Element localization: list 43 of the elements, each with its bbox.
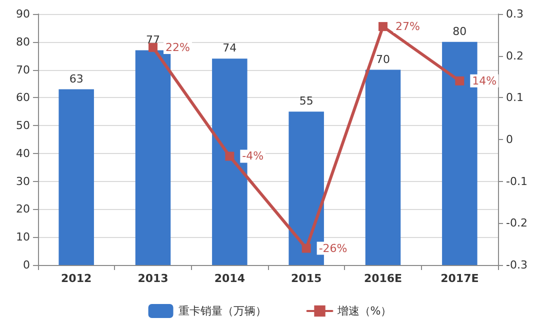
x-tick-label: 2015	[291, 272, 322, 285]
x-tick-label: 2016E	[364, 272, 402, 285]
y-tick-label: 60	[16, 91, 30, 104]
data-label: 80	[452, 24, 467, 38]
y2-tick-label: 0.1	[506, 91, 524, 104]
data-label: 74	[222, 42, 237, 55]
y-tick-label: 30	[16, 174, 30, 188]
legend-label: 增速（%）	[336, 304, 392, 318]
data-label: 70	[376, 52, 390, 66]
x-tick-label: 2014	[214, 272, 246, 285]
bar	[135, 50, 171, 265]
data-label: 27%	[396, 20, 420, 34]
data-label: 22%	[166, 40, 190, 54]
bar	[58, 89, 94, 265]
y-tick-label: 40	[16, 146, 30, 160]
bar	[365, 70, 401, 265]
y-tick-label: 20	[16, 202, 30, 216]
data-label: -26%	[318, 242, 348, 255]
y2-tick-label: -0.1	[506, 174, 528, 188]
y2-tick-label: -0.3	[506, 258, 528, 272]
data-label: 77	[146, 33, 160, 46]
y2-tick-label: 0	[506, 133, 513, 146]
x-tick-label: 2013	[138, 272, 168, 285]
y-tick-label: 90	[16, 8, 30, 20]
x-tick-label: 2012	[61, 272, 92, 285]
point	[302, 244, 311, 253]
y-tick-label: 0	[23, 258, 30, 272]
data-label: 14%	[472, 74, 497, 88]
legend-label: 重卡销量（万辆）	[178, 304, 266, 318]
y2-tick-label: 0.2	[506, 49, 524, 62]
y2-tick-label: 0.3	[506, 8, 524, 20]
x-tick-label: 2017E	[440, 272, 479, 285]
y-tick-label: 10	[16, 230, 30, 244]
data-label: -4%	[242, 150, 264, 163]
y-tick-label: 70	[16, 63, 30, 76]
point	[455, 76, 464, 86]
y-tick-label: 50	[16, 119, 30, 132]
point	[378, 22, 388, 32]
y-tick-label: 80	[16, 35, 30, 48]
y2-tick-label: -0.2	[506, 216, 528, 230]
data-label: 63	[69, 72, 84, 86]
point	[225, 152, 234, 161]
data-label: 55	[299, 94, 314, 108]
